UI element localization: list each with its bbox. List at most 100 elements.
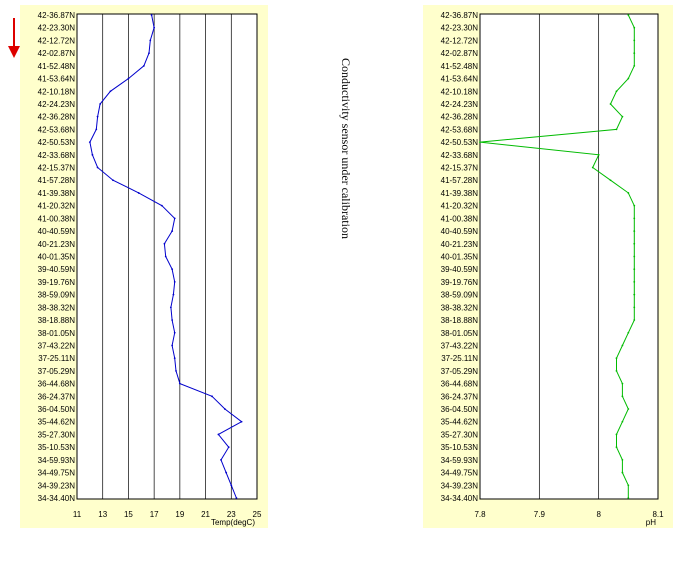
ph-y-tick-label: 38-01.05N [441, 329, 479, 338]
temperature-x-tick-label: 19 [175, 510, 184, 519]
temperature-x-axis-title: Temp(degC) [211, 518, 255, 527]
ph-data-point [633, 64, 636, 67]
ph-data-point [621, 420, 624, 423]
temperature-y-tick-label: 41-20.32N [38, 202, 76, 211]
temperature-y-tick-label: 34-59.93N [38, 456, 76, 465]
temperature-y-tick-label: 36-44.68N [38, 380, 76, 389]
temperature-x-tick-label: 15 [124, 510, 133, 519]
temperature-y-tick-label: 37-05.29N [38, 367, 76, 376]
ph-data-point [621, 115, 624, 118]
temperature-data-point [150, 14, 153, 16]
temperature-data-point [227, 446, 230, 449]
ph-data-point [621, 344, 624, 347]
temperature-x-tick-label: 11 [73, 510, 82, 519]
ph-y-tick-label: 42-53.68N [441, 125, 479, 134]
temperature-y-tick-label: 38-01.05N [38, 329, 76, 338]
ph-y-tick-label: 38-59.09N [441, 291, 479, 300]
temperature-data-point [240, 420, 243, 423]
ph-y-tick-label: 41-00.38N [441, 214, 479, 223]
temperature-x-tick-label: 25 [253, 510, 262, 519]
ph-data-point [609, 179, 612, 182]
temperature-data-point [160, 204, 163, 207]
temperature-x-tick-label: 21 [201, 510, 210, 519]
temperature-data-point [169, 306, 172, 309]
temperature-y-tick-label: 41-00.38N [38, 214, 76, 223]
temperature-x-tick-label: 17 [150, 510, 159, 519]
ph-data-point [633, 52, 636, 55]
temperature-y-tick-label: 41-52.48N [38, 62, 76, 71]
ph-y-tick-label: 42-36.87N [441, 11, 479, 20]
ph-y-tick-label: 42-24.23N [441, 100, 479, 109]
ph-y-tick-label: 34-39.23N [441, 481, 479, 490]
temperature-data-point [225, 471, 228, 474]
ph-data-point [627, 77, 630, 80]
ph-y-tick-label: 40-01.35N [441, 253, 479, 262]
temperature-y-tick-label: 42-50.53N [38, 138, 76, 147]
temperature-data-point [171, 344, 174, 347]
temperature-data-point [171, 268, 174, 271]
ph-y-tick-label: 41-52.48N [441, 62, 479, 71]
temperature-data-point [171, 319, 174, 321]
ph-y-tick-label: 42-33.68N [441, 151, 479, 160]
temperature-data-point [172, 293, 175, 296]
temperature-data-point [217, 433, 220, 436]
temperature-plot-area [76, 13, 258, 500]
ph-y-tick-label: 41-20.32N [441, 202, 479, 211]
temperature-y-tick-label: 36-24.37N [38, 392, 76, 401]
ph-y-tick-label: 37-05.29N [441, 367, 479, 376]
temperature-y-tick-label: 38-38.32N [38, 303, 76, 312]
temperature-data-point [88, 141, 91, 144]
temperature-data-point [235, 497, 238, 499]
ph-y-tick-label: 41-57.28N [441, 176, 479, 185]
ph-data-point [597, 153, 600, 156]
temperature-data-point [163, 242, 166, 245]
ph-y-tick-label: 39-40.59N [441, 265, 479, 274]
ph-plot-area [479, 13, 659, 500]
temperature-y-tick-label: 34-34.40N [38, 494, 76, 503]
ph-data-point [609, 103, 612, 105]
temperature-y-tick-label: 38-59.09N [38, 291, 76, 300]
temperature-data-point [153, 26, 156, 29]
temperature-y-tick-label: 42-15.37N [38, 164, 76, 173]
ph-data-point [615, 446, 618, 449]
ph-data-point [615, 369, 618, 372]
temperature-y-tick-label: 42-33.68N [38, 151, 76, 160]
temperature-data-point [99, 103, 102, 105]
ph-y-tick-label: 34-34.40N [441, 494, 479, 503]
ph-data-point [633, 306, 636, 309]
temperature-data-point [173, 281, 176, 283]
ph-y-tick-label: 42-10.18N [441, 87, 479, 96]
ph-data-point [633, 268, 636, 271]
temperature-data-point [112, 179, 114, 182]
temperature-data-point [230, 484, 233, 487]
temperature-x-tick-label: 23 [227, 510, 236, 519]
temperature-y-tick-label: 41-53.64N [38, 75, 76, 84]
ph-data-point [627, 14, 630, 16]
temperature-data-point [171, 230, 174, 232]
ph-data-point [633, 230, 636, 232]
ph-y-tick-label: 35-44.62N [441, 418, 479, 427]
temperature-y-tick-label: 41-57.28N [38, 176, 76, 185]
ph-y-tick-label: 42-50.53N [441, 138, 479, 147]
down-arrow-icon [8, 18, 20, 58]
temperature-data-point [96, 166, 99, 169]
temperature-data-point [220, 458, 222, 461]
temperature-data-point [211, 395, 213, 398]
ph-data-point [633, 204, 636, 207]
temperature-y-tick-label: 40-01.35N [38, 253, 76, 262]
temperature-data-point [175, 369, 177, 372]
temperature-y-tick-label: 42-12.72N [38, 36, 76, 45]
temperature-y-tick-label: 39-19.76N [38, 278, 76, 287]
ph-y-tick-label: 37-25.11N [441, 354, 478, 363]
temperature-y-tick-label: 39-40.59N [38, 265, 76, 274]
ph-x-tick-label: 7.9 [534, 510, 546, 519]
ph-data-point [621, 395, 624, 398]
temperature-data-point [95, 128, 98, 131]
ph-y-tick-label: 35-10.53N [441, 443, 479, 452]
ph-y-tick-label: 38-18.88N [441, 316, 479, 325]
temperature-data-point [173, 331, 176, 334]
temperature-x-tick-label: 13 [98, 510, 107, 519]
ph-x-tick-label: 8.1 [652, 510, 664, 519]
